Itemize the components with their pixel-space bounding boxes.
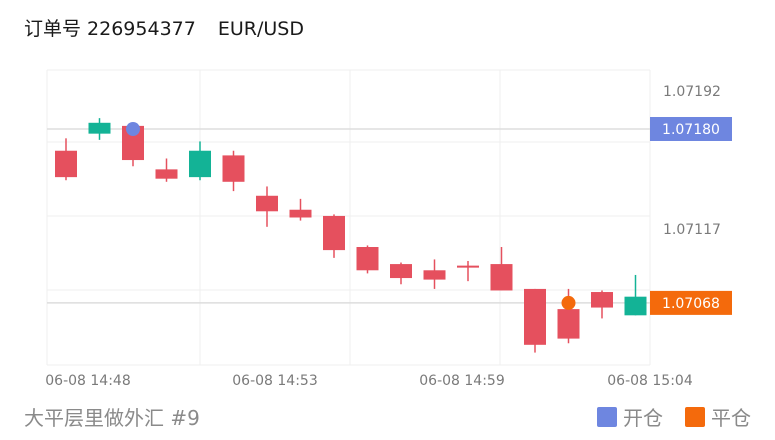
candle [591,290,613,319]
candle [189,141,211,181]
legend-item-close: 平仓 [685,402,751,431]
candle-body [289,209,312,218]
candle [155,158,178,182]
candle-body [390,264,412,279]
open-marker [126,122,140,136]
candle [256,186,278,227]
close-marker [561,295,576,310]
candle [524,288,546,353]
price-tag-bg [650,117,732,141]
legend-swatch-open [597,406,617,427]
candle-body [189,150,211,178]
candle [55,138,77,181]
candle [222,150,245,192]
candle-body [423,270,446,280]
candle-body [55,150,77,178]
candle [624,274,647,316]
legend: 开仓 平仓 [575,402,751,431]
candle [323,214,345,258]
y-tick-label: 1.07117 [663,222,721,238]
price-tag-label: 1.07180 [662,122,720,138]
candlestick-chart: 1.07192 1.07117 1.07180 1.07068 06-08 14:48 0… [45,69,732,389]
order-number: 订单号 226954377 [24,18,196,40]
currency-pair: EUR/USD [217,18,304,40]
candle [356,245,379,274]
candle-body [323,215,345,251]
chart-caption: 大平层里做外汇 #9 [24,406,200,430]
price-tag-bg [650,290,732,315]
x-tick-label: 06-08 14:48 [45,373,130,389]
price-tag-label: 1.07068 [662,296,720,312]
legend-label-close: 平仓 [711,406,751,430]
candle [88,118,111,140]
candle [490,247,513,291]
candle [390,262,412,285]
candle-body [222,155,245,182]
candle-body [524,288,546,345]
candle-body [457,265,479,268]
x-tick-label: 06-08 14:53 [232,373,317,389]
legend-item-open: 开仓 [597,402,663,431]
candle-body [122,125,144,161]
x-tick-label: 06-08 15:04 [607,373,693,389]
candle-body [591,292,613,308]
price-tag-close: 1.07068 [650,290,732,315]
x-tick-label: 06-08 14:59 [419,373,504,389]
y-tick-label: 1.07192 [663,84,721,100]
candle [423,259,446,289]
candle-body [490,264,513,291]
chart-header: 订单号 226954377 EUR/USD [24,14,304,41]
candle [457,260,479,282]
candle-body [624,296,647,316]
candle-body [356,247,379,271]
candle-body [557,309,580,339]
candle-body [256,195,278,212]
candle [289,198,312,221]
candle-body [88,122,111,134]
legend-swatch-close [685,406,705,427]
price-tag-open: 1.07180 [650,117,732,141]
legend-label-open: 开仓 [623,406,663,430]
candle-body [155,169,178,179]
candles [55,118,647,353]
